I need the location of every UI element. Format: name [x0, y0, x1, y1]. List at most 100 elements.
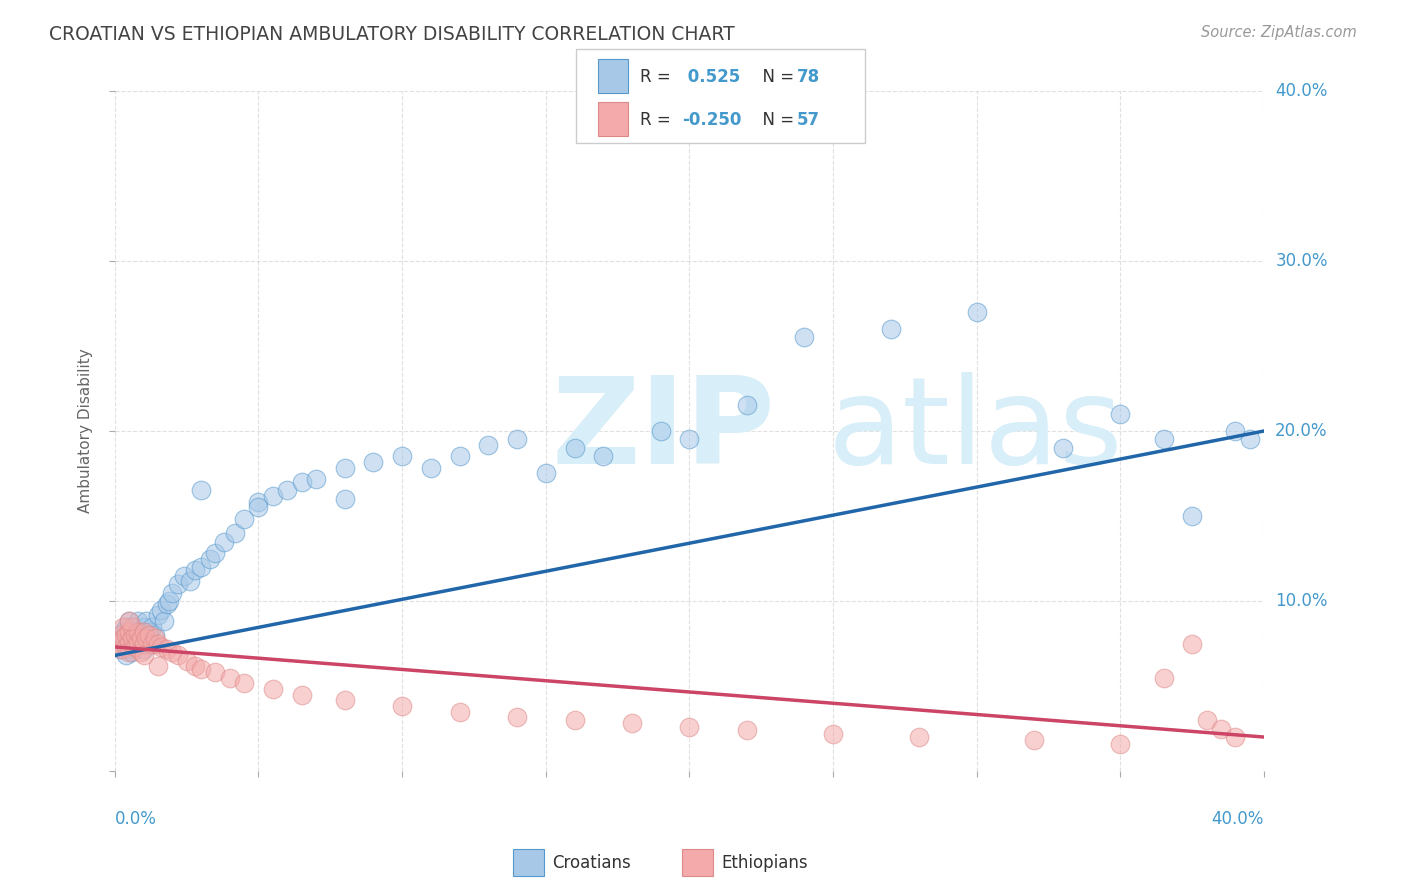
- Point: [124, 619, 146, 633]
- Point: [1209, 722, 1232, 736]
- Point: [127, 624, 149, 639]
- Point: [132, 636, 155, 650]
- Point: [823, 726, 845, 740]
- Text: CROATIAN VS ETHIOPIAN AMBULATORY DISABILITY CORRELATION CHART: CROATIAN VS ETHIOPIAN AMBULATORY DISABIL…: [49, 25, 735, 44]
- Point: [121, 624, 143, 639]
- Text: 10.0%: 10.0%: [1275, 592, 1327, 610]
- Point: [124, 640, 146, 654]
- Point: [129, 632, 152, 646]
- Point: [143, 628, 166, 642]
- Point: [118, 628, 141, 642]
- Point: [204, 546, 226, 560]
- Point: [224, 526, 246, 541]
- Point: [1109, 737, 1132, 751]
- Point: [247, 495, 270, 509]
- Point: [127, 615, 149, 629]
- Point: [115, 619, 138, 633]
- Point: [129, 645, 152, 659]
- Point: [118, 615, 141, 629]
- Point: [1225, 730, 1247, 744]
- Point: [592, 450, 614, 464]
- Point: [1153, 433, 1175, 447]
- Point: [135, 628, 157, 642]
- Point: [118, 624, 141, 639]
- Text: -0.250: -0.250: [682, 111, 741, 128]
- Point: [449, 705, 471, 719]
- Point: [1181, 636, 1204, 650]
- Point: [135, 632, 157, 646]
- Y-axis label: Ambulatory Disability: Ambulatory Disability: [79, 349, 93, 514]
- Text: atlas: atlas: [827, 373, 1123, 490]
- Text: N =: N =: [752, 111, 800, 128]
- Point: [233, 512, 256, 526]
- Point: [115, 636, 138, 650]
- Point: [305, 472, 328, 486]
- Point: [233, 675, 256, 690]
- Point: [212, 534, 235, 549]
- Point: [115, 648, 138, 663]
- Point: [1024, 733, 1046, 747]
- Point: [534, 467, 557, 481]
- Point: [449, 450, 471, 464]
- Point: [118, 635, 141, 649]
- Point: [333, 461, 356, 475]
- Text: 0.0%: 0.0%: [115, 810, 156, 828]
- Point: [141, 619, 163, 633]
- Point: [179, 574, 201, 588]
- Point: [155, 598, 177, 612]
- Point: [112, 624, 135, 639]
- Point: [152, 615, 174, 629]
- Point: [132, 641, 155, 656]
- Point: [218, 671, 240, 685]
- Point: [162, 585, 184, 599]
- Point: [333, 692, 356, 706]
- Point: [190, 662, 212, 676]
- Point: [391, 699, 413, 714]
- Point: [678, 720, 700, 734]
- Point: [506, 709, 529, 723]
- Point: [138, 628, 160, 642]
- Point: [184, 563, 207, 577]
- Point: [506, 433, 529, 447]
- Point: [146, 607, 169, 622]
- Point: [155, 641, 177, 656]
- Point: [121, 645, 143, 659]
- Point: [1153, 671, 1175, 685]
- Point: [1225, 424, 1247, 438]
- Point: [333, 491, 356, 506]
- Text: Source: ZipAtlas.com: Source: ZipAtlas.com: [1201, 25, 1357, 40]
- Point: [112, 619, 135, 633]
- Point: [110, 641, 132, 656]
- Point: [124, 628, 146, 642]
- Point: [477, 437, 499, 451]
- Point: [173, 568, 195, 582]
- Text: Ethiopians: Ethiopians: [721, 854, 808, 871]
- Point: [115, 628, 138, 642]
- Point: [129, 624, 152, 639]
- Point: [112, 632, 135, 646]
- Point: [1052, 441, 1074, 455]
- Point: [879, 322, 901, 336]
- Point: [132, 648, 155, 663]
- Point: [678, 433, 700, 447]
- Point: [290, 688, 312, 702]
- Text: Croatians: Croatians: [553, 854, 631, 871]
- Point: [966, 305, 988, 319]
- Point: [198, 551, 221, 566]
- Text: ZIP: ZIP: [551, 373, 775, 490]
- Point: [141, 636, 163, 650]
- Point: [132, 624, 155, 639]
- Text: 78: 78: [797, 69, 820, 87]
- Point: [107, 636, 129, 650]
- Point: [129, 636, 152, 650]
- Point: [112, 632, 135, 646]
- Point: [135, 615, 157, 629]
- Point: [1109, 407, 1132, 421]
- Point: [1239, 433, 1261, 447]
- Text: R =: R =: [640, 111, 676, 128]
- Point: [262, 489, 284, 503]
- Point: [121, 632, 143, 646]
- Text: 40.0%: 40.0%: [1275, 82, 1327, 100]
- Point: [132, 632, 155, 646]
- Point: [391, 450, 413, 464]
